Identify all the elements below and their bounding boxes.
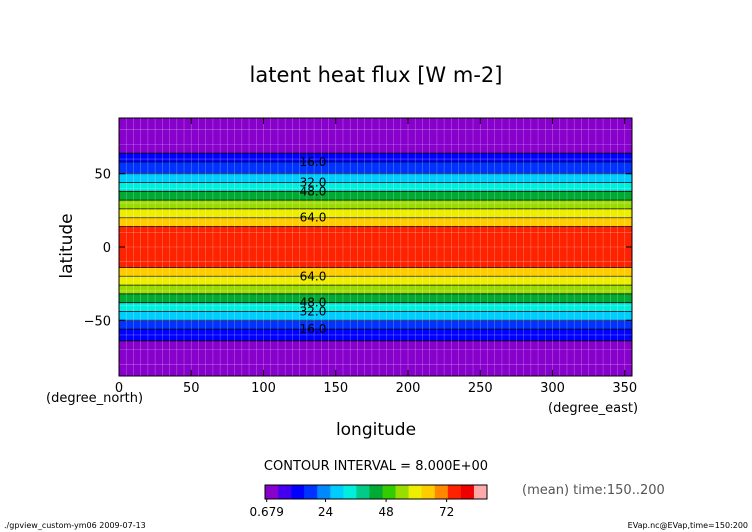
x-axis-label: longitude [336, 420, 416, 440]
y-tick-label: 0 [103, 241, 111, 256]
x-tick-label: 100 [251, 381, 276, 396]
x-tick-label: 350 [612, 381, 637, 396]
heatmap-band [119, 285, 632, 294]
footer-left-note: ./gpview_custom-ym06 2009-07-13 [4, 521, 146, 530]
colorbar-cell [330, 485, 344, 499]
colorbar-cell [382, 485, 396, 499]
colorbar-cell [408, 485, 423, 499]
chart-title: latent heat flux [W m-2] [250, 63, 503, 87]
colorbar-tick-label: 72 [439, 505, 454, 519]
y-tick-label: −50 [84, 314, 111, 329]
colorbar-cell [278, 485, 292, 499]
contour-label: 16.0 [300, 155, 327, 169]
contour-interval: CONTOUR INTERVAL = 8.000E+00 [264, 459, 488, 474]
grid-lines [119, 118, 632, 376]
colorbar-cell [473, 485, 488, 499]
heatmap-band [119, 320, 632, 330]
colorbar-cell [369, 485, 383, 499]
axes: 0 50 100 150 200 250 300 350 50 0 −50 [84, 117, 637, 396]
colorbar: 0.679 24 48 72 [250, 484, 488, 519]
colorbar-cell [421, 485, 436, 499]
colorbar-cell [447, 485, 462, 499]
heatmap-band [119, 208, 632, 218]
heatmap-band [119, 118, 632, 154]
contour-label: 48.0 [300, 296, 327, 310]
colorbar-frame [264, 484, 488, 500]
heatmap-band [119, 340, 632, 376]
heatmap-band [119, 267, 632, 277]
contour-label: 48.0 [300, 184, 327, 198]
x-tick-label: 150 [323, 381, 348, 396]
x-tick-label: 0 [115, 381, 123, 396]
x-tick-label: 300 [540, 381, 565, 396]
heatmap-band [119, 302, 632, 312]
heatmap-band [119, 153, 632, 162]
contour-label: 64.0 [300, 211, 327, 225]
heatmap-band [119, 217, 632, 227]
x-tick-label: 200 [396, 381, 421, 396]
colorbar-cell [291, 485, 305, 499]
heatmap-band [119, 200, 632, 209]
heatmap-band [119, 226, 632, 268]
mean-time-label: (mean) time:150..200 [522, 483, 665, 498]
heatmap-band [119, 311, 632, 321]
x-axis-units: (degree_east) [548, 401, 638, 416]
heatmap-band [119, 329, 632, 341]
colorbar-cell [317, 485, 331, 499]
x-tick-label: 50 [183, 381, 200, 396]
colorbar-cell [356, 485, 370, 499]
footer-right-note: EVap.nc@EVap,time=150:200 [628, 521, 748, 530]
heatmap-band [119, 293, 632, 303]
colorbar-cell [343, 485, 357, 499]
colorbar-cell [460, 485, 475, 499]
colorbar-cell [434, 485, 449, 499]
colorbar-cell [395, 485, 409, 499]
contour-label: 64.0 [300, 269, 327, 283]
contour-label: 32.0 [300, 176, 327, 190]
colorbar-tick-label: 24 [318, 505, 333, 519]
heatmap-band [119, 182, 632, 192]
x-tick-label: 250 [468, 381, 493, 396]
heatmap-band [119, 161, 632, 174]
y-axis-label: latitude [57, 213, 77, 278]
heatmap-band [119, 173, 632, 183]
y-axis-units: (degree_north) [46, 391, 143, 406]
contour-labels: 16.032.048.064.064.048.032.016.0 [300, 155, 327, 336]
plot-area [119, 118, 632, 376]
colorbar-tick-label: 0.679 [250, 505, 284, 519]
heatmap-band [119, 191, 632, 201]
colorbar-cell [265, 485, 279, 499]
y-tick-label: 50 [94, 168, 111, 183]
colorbar-tick-label: 48 [378, 505, 393, 519]
heatmap-band [119, 276, 632, 286]
contour-label: 32.0 [300, 305, 327, 319]
colorbar-cell [304, 485, 318, 499]
contour-label: 16.0 [300, 322, 327, 336]
